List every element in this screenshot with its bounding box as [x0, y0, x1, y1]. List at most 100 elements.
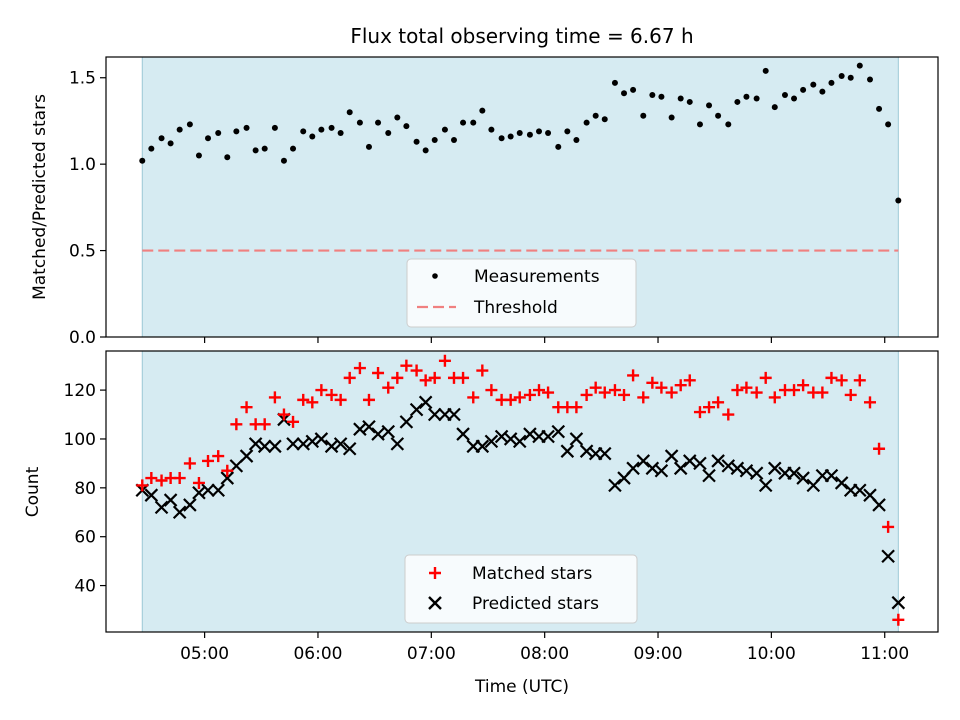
matched-star-point: [438, 354, 451, 367]
matched-star-point: [343, 371, 356, 384]
matched-star-point: [712, 396, 725, 409]
predicted-star-point: [201, 483, 215, 498]
matched-star-point: [853, 374, 866, 387]
matched-star-point: [750, 386, 763, 399]
predicted-star-point: [144, 488, 159, 502]
matched-star-point: [655, 381, 668, 394]
matched-star-point: [873, 442, 886, 455]
measurement-point: [856, 62, 863, 69]
matched-star-point: [693, 406, 706, 419]
matched-star-point: [825, 371, 838, 384]
top-legend-box: [406, 258, 637, 328]
measurement-point: [441, 126, 448, 133]
predicted-stars-markers: [135, 395, 906, 610]
predicted-star-point: [702, 468, 716, 483]
measurement-point: [167, 140, 174, 147]
predicted-star-point: [654, 463, 669, 478]
bottom-y-tick-label: 120: [64, 381, 96, 401]
measurement-point: [139, 157, 146, 164]
matched-star-point: [816, 386, 829, 399]
predicted-star-point: [456, 427, 470, 441]
measurement-point: [450, 136, 457, 143]
top-axes-frame: [105, 56, 939, 338]
matched-star-point: [428, 371, 441, 384]
predicted-star-point: [682, 454, 697, 468]
predicted-star-point: [626, 461, 640, 476]
matched-star-point: [145, 472, 158, 485]
measurement-point: [385, 130, 392, 137]
predicted-star-point: [693, 456, 707, 471]
matched-stars-markers: [136, 354, 905, 626]
matched-star-point: [882, 520, 895, 533]
matched-star-point: [674, 379, 687, 392]
measurement-point: [686, 98, 693, 105]
measurement-point: [300, 128, 307, 135]
legend-measurements-marker: [432, 273, 438, 279]
matched-star-point: [797, 379, 810, 392]
matched-star-point: [419, 374, 432, 387]
matched-star-point: [598, 386, 611, 399]
matched-star-point: [297, 393, 310, 406]
predicted-star-point: [787, 466, 801, 480]
predicted-star-point: [541, 429, 555, 444]
predicted-star-point: [569, 432, 584, 446]
matched-star-point: [277, 408, 290, 421]
measurement-point: [819, 88, 826, 95]
measurement-point: [224, 154, 231, 161]
measurement-point: [592, 112, 599, 119]
predicted-star-point: [333, 437, 348, 451]
measurement-point: [346, 109, 353, 116]
measurement-point: [658, 93, 665, 100]
predicted-star-point: [239, 449, 254, 463]
predicted-star-point: [211, 483, 225, 498]
measurement-point: [356, 119, 363, 126]
matched-star-point: [353, 362, 366, 375]
measurement-point: [233, 128, 240, 135]
bottom-panel: 40 60 80 100 120 05:00 06:00 07:00 08:00 09:00 10…: [23, 350, 939, 697]
predicted-star-point: [834, 476, 849, 490]
measurement-point: [866, 76, 873, 83]
measurement-point: [876, 105, 883, 112]
measurement-point: [734, 98, 741, 105]
chart-title: Flux total observing time = 6.67 h: [350, 24, 693, 48]
measurement-point: [243, 124, 250, 131]
legend-measurements-label: Measurements: [474, 267, 600, 287]
matched-star-point: [513, 391, 526, 404]
matched-star-point: [476, 364, 489, 377]
predicted-star-point: [418, 395, 433, 410]
bottom-x-tick-label: 09:00: [634, 644, 683, 664]
predicted-star-point: [597, 446, 612, 461]
top-legend: Measurements Threshold: [406, 258, 637, 328]
measurement-point: [649, 92, 656, 99]
measurement-point: [771, 104, 778, 111]
bottom-x-tick-label: 10:00: [747, 644, 796, 664]
bottom-legend: Matched stars Predicted stars: [404, 554, 638, 624]
measurement-point: [318, 126, 325, 133]
predicted-star-point: [390, 437, 405, 451]
bottom-x-tick-label: 07:00: [407, 644, 456, 664]
predicted-star-point: [673, 461, 688, 476]
bottom-x-tick-label: 06:00: [293, 644, 342, 664]
predicted-star-point: [409, 402, 424, 417]
measurement-point: [186, 121, 193, 128]
predicted-star-point: [758, 478, 773, 493]
measurement-point: [470, 119, 477, 126]
predicted-star-point: [257, 439, 272, 454]
matched-star-point: [457, 371, 470, 384]
measurement-point: [413, 138, 420, 145]
top-y-tick-label: 1.0: [69, 155, 96, 175]
matched-star-point: [315, 384, 328, 397]
matched-star-point: [683, 374, 696, 387]
matched-star-point: [740, 381, 753, 394]
matched-star-point: [287, 415, 300, 428]
measurement-point: [516, 130, 523, 137]
predicted-star-point: [664, 449, 679, 463]
measurement-point: [431, 136, 438, 143]
bottom-y-tick-label: 40: [74, 577, 96, 597]
measurement-point: [507, 133, 514, 140]
predicted-star-point: [824, 468, 839, 483]
top-y-tick-label: 0.0: [69, 328, 96, 348]
bottom-x-tick-label: 08:00: [520, 644, 569, 664]
matched-star-point: [212, 450, 225, 463]
